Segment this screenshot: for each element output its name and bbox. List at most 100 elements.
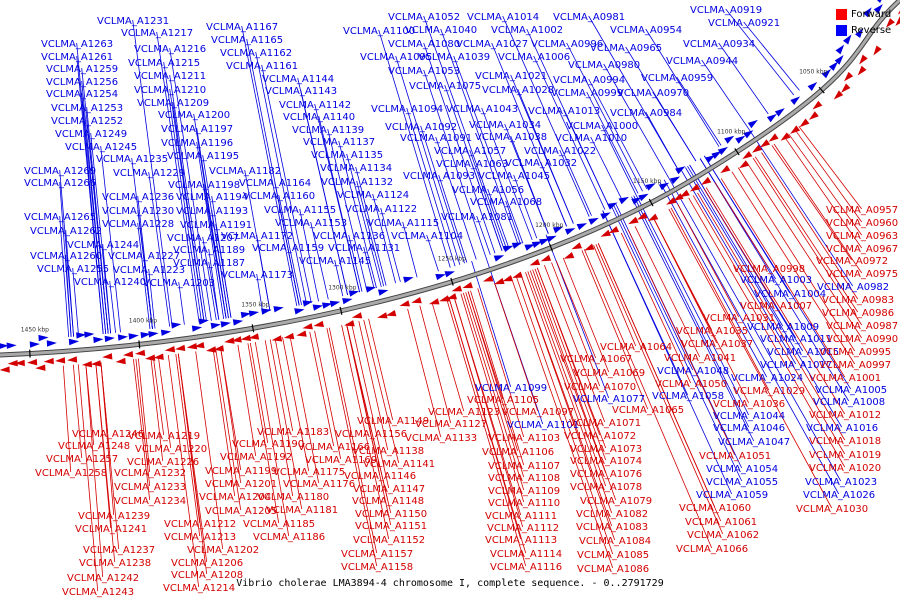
reverse-gene-label: VCLMA_A1187 [173, 258, 245, 269]
forward-gene-arrow [115, 357, 126, 365]
reverse-gene-arrow [531, 241, 543, 248]
reverse-gene-label: VCLMA_A1014 [467, 12, 539, 23]
forward-gene-arrow [799, 118, 810, 128]
forward-gene-arrow [296, 330, 307, 337]
forward-gene-label: VCLMA_A1169 [305, 455, 377, 466]
forward-gene-label: VCLMA_A1226 [127, 457, 199, 468]
forward-gene-label-connector [697, 192, 846, 441]
reverse-gene-label: VCLMA_A1253 [51, 103, 123, 114]
forward-gene-arrow [135, 349, 146, 356]
forward-gene-label-connector [100, 362, 120, 550]
forward-gene-label-connector [314, 330, 342, 460]
forward-gene-arrow [512, 271, 523, 278]
reverse-gene-label-connector [505, 200, 521, 245]
reverse-gene-label-connector [601, 124, 637, 195]
forward-gene-arrow [271, 335, 283, 342]
forward-gene-label-connector [467, 291, 519, 452]
scale-tick [549, 243, 554, 252]
forward-gene-label-connector [249, 342, 269, 444]
reverse-gene-label: VCLMA_A1006 [498, 52, 570, 63]
reverse-gene-arrow [378, 289, 389, 296]
reverse-gene-label: VCLMA_A1134 [320, 163, 392, 174]
forward-gene-label-connector [195, 351, 224, 550]
reverse-gene-label: VCLMA_A1249 [55, 129, 127, 140]
reverse-gene-arrow [46, 340, 57, 347]
forward-gene-label-connector [95, 362, 116, 563]
forward-gene-label: VCLMA_A0963 [826, 231, 898, 242]
forward-gene-arrow [720, 165, 731, 174]
reverse-gene-arrow [631, 197, 642, 205]
forward-gene-label-connector [448, 297, 527, 554]
reverse-gene-arrow [403, 276, 414, 283]
reverse-gene-arrow [240, 311, 252, 319]
reverse-gene-label: VCLMA_A1240 [74, 277, 146, 288]
forward-gene-label-connector [510, 277, 614, 569]
forward-gene-label: VCLMA_A1103 [488, 433, 560, 444]
forward-gene-label: VCLMA_A0960 [826, 218, 898, 229]
reverse-gene-label: VCLMA_A0965 [590, 43, 662, 54]
reverse-gene-label: VCLMA_A1182 [209, 166, 281, 177]
reverse-gene-label: VCLMA_A1044 [713, 411, 785, 422]
reverse-gene-label-connector [420, 125, 465, 264]
forward-gene-arrow [145, 354, 156, 361]
reverse-gene-label: VCLMA_A1255 [37, 264, 109, 275]
reverse-gene-label: VCLMA_A1254 [46, 89, 118, 100]
reverse-gene-label: VCLMA_A0970 [617, 88, 689, 99]
forward-gene-label: VCLMA_A1035 [676, 326, 748, 337]
forward-gene-arrow [7, 360, 18, 367]
forward-gene-label: VCLMA_A1258 [35, 468, 107, 479]
reverse-gene-label-connector [196, 141, 225, 319]
reverse-gene-label-connector [261, 64, 312, 303]
reverse-gene-arrow [790, 96, 801, 105]
forward-gene-label: VCLMA_A1065 [612, 405, 684, 416]
reverse-swatch [836, 24, 847, 36]
reverse-gene-label: VCLMA_A1131 [328, 243, 400, 254]
reverse-gene-arrow [6, 342, 17, 349]
reverse-gene-label: VCLMA_A0981 [553, 12, 625, 23]
reverse-gene-arrow [862, 7, 872, 18]
reverse-gene-label: VCLMA_A1173 [221, 270, 293, 281]
forward-gene-label: VCLMA_A1201 [205, 479, 277, 490]
forward-gene-label-connector [85, 363, 104, 578]
reverse-gene-label: VCLMA_A1228 [102, 219, 174, 230]
reverse-gene-arrow [724, 135, 735, 144]
reverse-gene-arrow [435, 274, 446, 281]
forward-gene-arrow [344, 320, 355, 327]
legend-item-reverse: Reverse [836, 22, 896, 38]
reverse-gene-arrow [117, 334, 129, 341]
forward-gene-label: VCLMA_A1110 [488, 498, 560, 509]
forward-gene-label: VCLMA_A1243 [62, 587, 134, 598]
reverse-gene-label: VCLMA_A0996 [531, 39, 603, 50]
reverse-gene-label: VCLMA_A1164 [239, 178, 311, 189]
reverse-gene-label: VCLMA_A1039 [418, 52, 490, 63]
reverse-gene-label: VCLMA_A1024 [731, 373, 803, 384]
forward-gene-label-connector [731, 171, 856, 365]
forward-gene-label-connector [177, 353, 208, 575]
reverse-gene-arrow [312, 304, 324, 311]
reverse-gene-label: VCLMA_A1195 [167, 151, 239, 162]
reverse-gene-label: VCLMA_A0982 [817, 282, 889, 293]
forward-gene-label-connector [431, 302, 465, 412]
reverse-gene-label: VCLMA_A1196 [161, 138, 233, 149]
forward-gene-label-connector [752, 157, 863, 326]
forward-gene-arrow [313, 320, 324, 327]
reverse-gene-label-connector [635, 194, 750, 416]
reverse-gene-arrow [669, 176, 681, 185]
forward-gene-arrow [35, 364, 46, 371]
reverse-gene-label-connector [318, 115, 360, 293]
reverse-gene-label: VCLMA_A1161 [226, 61, 298, 72]
reverse-gene-label: VCLMA_A1022 [524, 146, 596, 157]
forward-gene-arrow [897, 10, 900, 15]
reverse-gene-arrow [705, 155, 716, 163]
reverse-gene-label: VCLMA_A1052 [388, 12, 460, 23]
forward-gene-label: VCLMA_A1078 [570, 482, 642, 493]
forward-gene-label: VCLMA_A1233 [114, 482, 186, 493]
reverse-gene-arrow [322, 302, 333, 309]
forward-gene-arrow [224, 337, 235, 344]
reverse-gene-label: VCLMA_A1093 [403, 171, 475, 182]
forward-gene-label: VCLMA_A1073 [570, 444, 642, 455]
scale-tick-label: 1400 kbp [129, 318, 157, 325]
reverse-gene-label: VCLMA_A1013 [528, 106, 600, 117]
reverse-gene-label-connector [310, 221, 329, 300]
reverse-gene-label: VCLMA_A1144 [262, 74, 334, 85]
